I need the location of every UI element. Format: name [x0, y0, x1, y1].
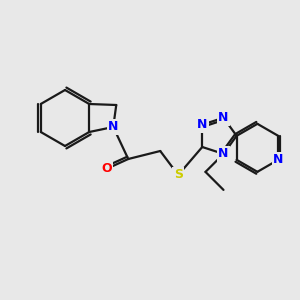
- Text: N: N: [108, 121, 119, 134]
- Text: N: N: [273, 153, 284, 166]
- Text: N: N: [218, 147, 229, 161]
- Text: N: N: [197, 118, 207, 131]
- Text: S: S: [174, 169, 183, 182]
- Text: N: N: [218, 111, 229, 124]
- Text: O: O: [101, 163, 112, 176]
